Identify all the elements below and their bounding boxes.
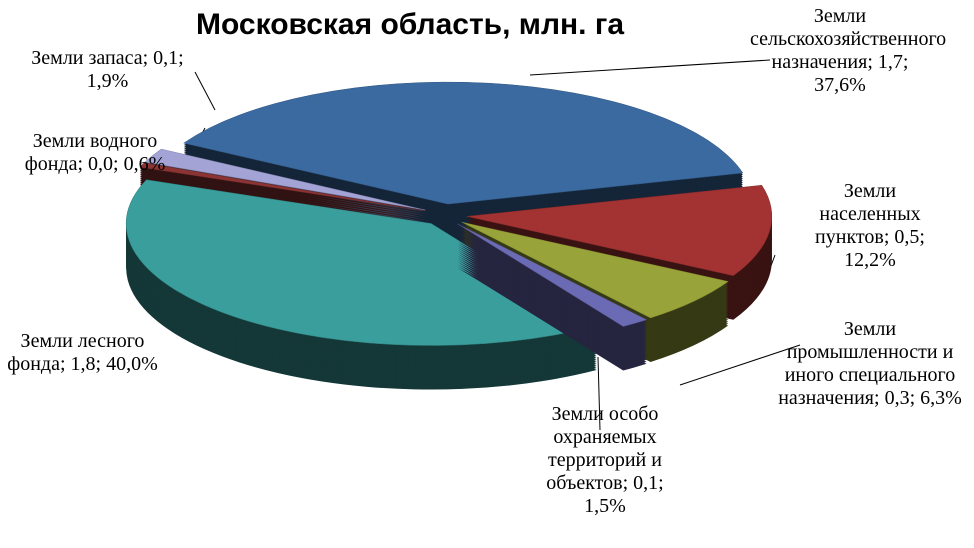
- label-separator: ;: [658, 472, 664, 494]
- label-separator: ;: [902, 51, 909, 73]
- label-percent: 0,6%: [123, 153, 166, 175]
- label-percent: 1,5%: [584, 495, 626, 517]
- label-separator: ;: [867, 51, 878, 73]
- label-value: 0,5: [894, 226, 920, 248]
- label-separator: ;: [77, 153, 89, 175]
- slice: [183, 81, 744, 205]
- label-separator: ;: [874, 387, 885, 409]
- slice: [461, 221, 729, 319]
- label-percent: 12,2%: [844, 249, 896, 271]
- label-value: 0,0: [88, 153, 114, 175]
- label-category: Земли запаса: [31, 47, 143, 69]
- data-label: Земли водного фонда; 0,0; 0,6%: [5, 130, 185, 176]
- data-label: Земли сельскохозяйственного назначения; …: [750, 5, 946, 97]
- label-percent: 37,6%: [814, 74, 866, 96]
- label-percent: 1,9%: [86, 70, 129, 92]
- label-value: 0,1: [633, 472, 659, 494]
- slice: [125, 179, 598, 346]
- label-separator: ;: [883, 226, 895, 248]
- label-separator: ;: [919, 226, 925, 248]
- label-value: 1,8: [70, 353, 96, 375]
- data-label: Земли запаса; 0,1; 1,9%: [20, 47, 195, 93]
- leader-line: [679, 344, 801, 386]
- label-separator: ;: [113, 153, 124, 175]
- chart-title: Московская область, млн. га: [195, 8, 625, 41]
- label-category: Земли промышленности и иного специальног…: [778, 318, 956, 409]
- data-label: Земли населенных пунктов; 0,5; 12,2%: [795, 180, 945, 272]
- label-separator: ;: [142, 47, 154, 69]
- label-category: Земли лесного фонда: [7, 330, 145, 375]
- label-value: 0,3: [884, 387, 910, 409]
- data-label: Земли лесного фонда; 1,8; 40,0%: [0, 330, 165, 376]
- label-separator: ;: [622, 472, 634, 494]
- label-value: 0,1: [153, 47, 179, 69]
- label-separator: ;: [95, 353, 107, 375]
- label-value: 1,7: [877, 51, 903, 73]
- slice: [457, 223, 648, 327]
- leader-line: [597, 356, 601, 431]
- data-label: Земли промышленности и иного специальног…: [770, 318, 970, 410]
- label-category: Земли водного фонда: [24, 130, 158, 175]
- label-percent: 6,3%: [920, 387, 962, 409]
- label-separator: ;: [178, 47, 184, 69]
- label-category: Земли населенных пунктов: [815, 180, 921, 248]
- label-separator: ;: [909, 387, 921, 409]
- slice: [466, 184, 773, 276]
- data-label: Земли особо охраняемых территорий и объе…: [525, 403, 685, 518]
- leader-line: [194, 71, 216, 111]
- label-category: Земли сельскохозяйственного назначения: [750, 5, 947, 73]
- slice: [144, 148, 426, 211]
- label-category: Земли особо охраняемых территорий и объе…: [546, 403, 662, 494]
- slice: [139, 162, 425, 212]
- label-separator: ;: [59, 353, 71, 375]
- label-percent: 40,0%: [106, 353, 158, 375]
- leader-line: [529, 59, 771, 76]
